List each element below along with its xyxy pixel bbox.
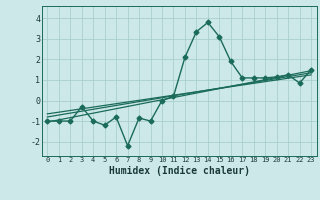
X-axis label: Humidex (Indice chaleur): Humidex (Indice chaleur) <box>109 166 250 176</box>
